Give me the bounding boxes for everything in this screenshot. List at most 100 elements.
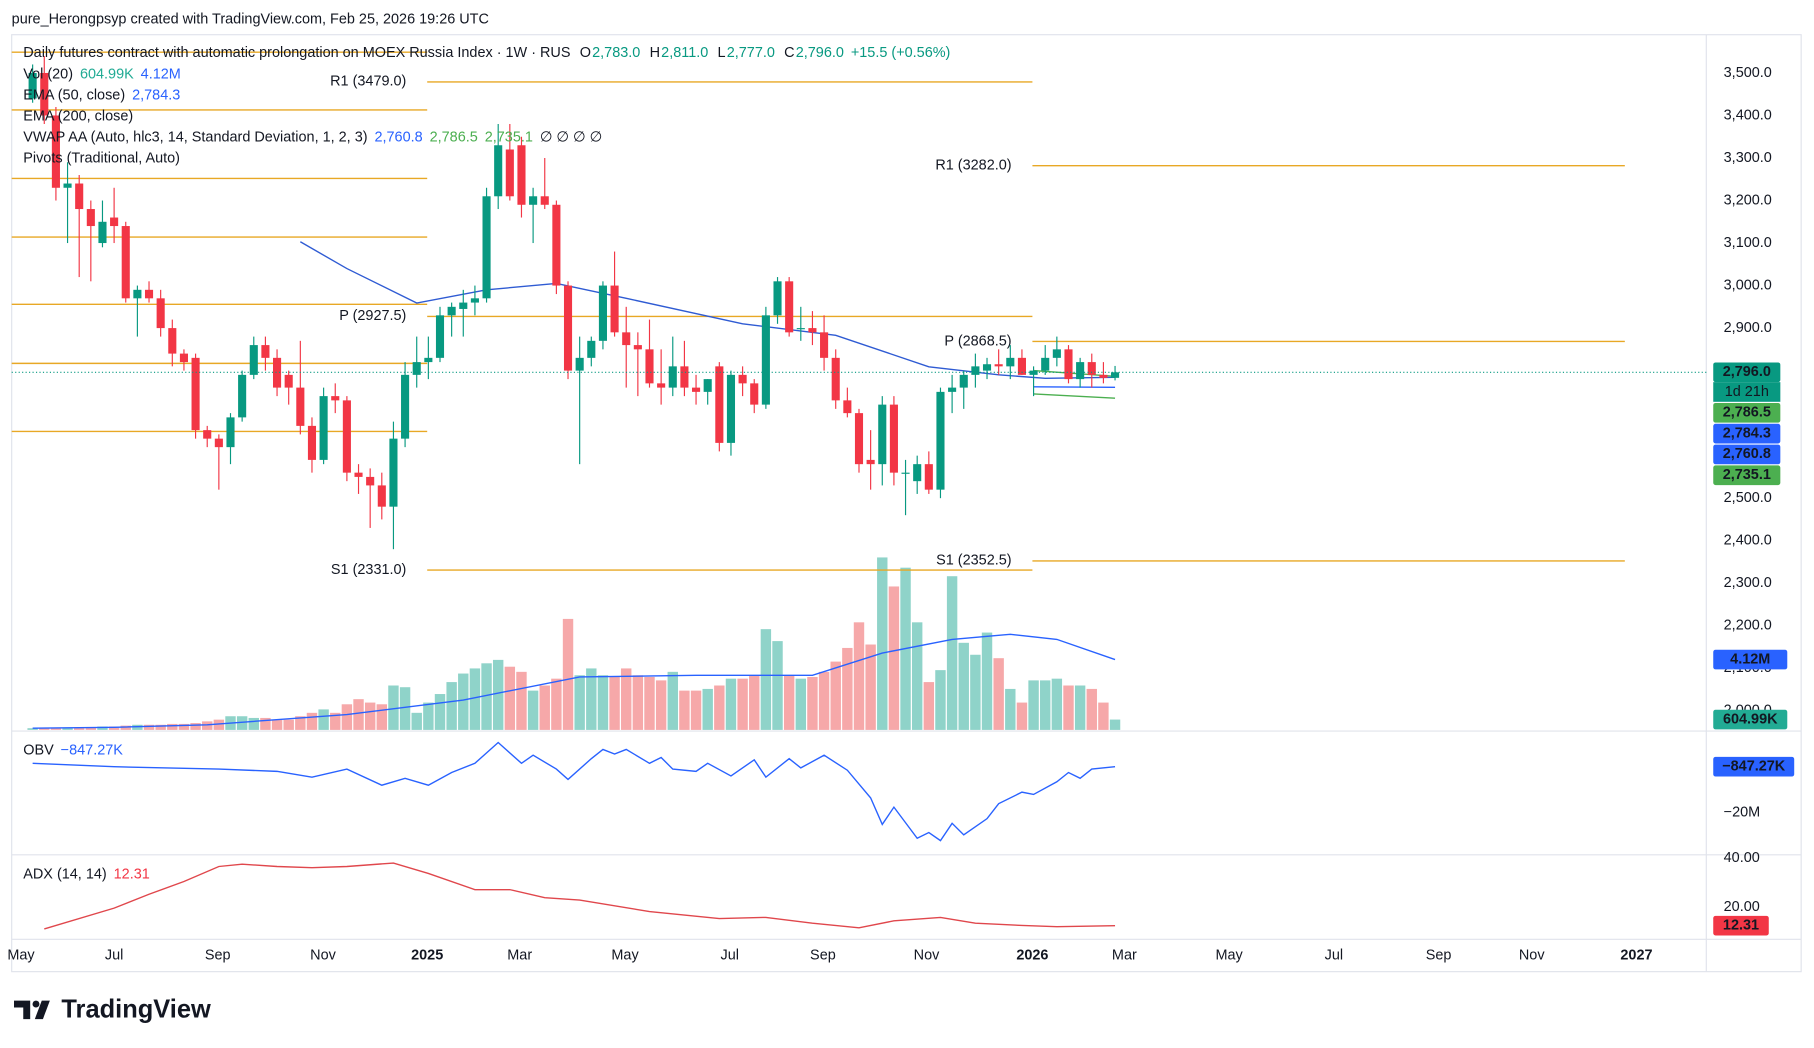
volume-bar (539, 685, 550, 730)
candle-body (75, 183, 84, 210)
x-tick-label: 2025 (411, 947, 443, 963)
candle-body (156, 298, 165, 329)
pivot-label: R1 (3479.0) (330, 74, 406, 90)
pane-value: 12.31 (114, 866, 150, 882)
candle-body (598, 285, 607, 341)
candle-body (948, 387, 957, 392)
volume-bar (399, 687, 411, 730)
candle-body (98, 221, 107, 244)
candle-body (144, 289, 154, 299)
volume-bar (155, 724, 166, 730)
volume-bar (923, 682, 935, 730)
legend-key: H (650, 45, 660, 61)
volume-bar (248, 717, 259, 730)
legend-value: 2,760.8 (374, 129, 422, 145)
candle-body (796, 328, 805, 330)
volume-bar (306, 712, 318, 730)
volume-bar (714, 685, 725, 730)
volume-bar (993, 658, 1004, 730)
price-marker (1713, 362, 1781, 383)
candle-body (1064, 349, 1073, 380)
volume-bar (73, 727, 85, 730)
volume-bar (690, 690, 702, 730)
volume-bar (597, 675, 609, 730)
volume-bar (679, 690, 690, 730)
volume-bar (865, 644, 876, 730)
candle-body (389, 438, 398, 507)
candle-body (924, 464, 933, 490)
volume-bar (609, 676, 620, 730)
volume-bar (632, 675, 644, 730)
pane-legend: OBV −847.27K (23, 743, 123, 759)
candle-body (86, 209, 95, 227)
candle-body (994, 364, 1003, 367)
volume-bar (353, 699, 364, 730)
x-tick-label: May (611, 947, 639, 963)
volume-bar (330, 712, 341, 730)
price-marker-label: 2,796.0 (1723, 364, 1771, 380)
volume-bar (877, 557, 888, 730)
price-marker-label: 2,784.3 (1723, 425, 1771, 441)
volume-bar (516, 671, 527, 730)
y-tick-label: −20M (1724, 805, 1761, 821)
tradingview-logo: TradingView (14, 996, 211, 1024)
volume-bar (1016, 702, 1028, 730)
candle-body (261, 345, 270, 358)
volume-bar (981, 632, 993, 730)
pivot-label: S1 (2352.5) (936, 553, 1011, 569)
volume-bar (39, 728, 50, 730)
price-marker-label: 12.31 (1723, 917, 1759, 933)
volume-bar (1098, 702, 1109, 730)
price-marker (1713, 915, 1769, 936)
volume-bar (27, 728, 38, 730)
candle-body (563, 285, 573, 371)
x-tick-label: 2027 (1620, 947, 1652, 963)
candle-body (843, 400, 852, 414)
legend-value: 2,784.3 (132, 87, 180, 103)
y-tick-label: 3,400.0 (1724, 107, 1772, 123)
x-tick-label: Mar (507, 947, 532, 963)
volume-bar (1063, 685, 1074, 730)
x-tick-label: Sep (810, 947, 836, 963)
price-marker (1713, 402, 1781, 423)
y-tick-label: 20.00 (1724, 899, 1760, 915)
legend-name: EMA (50, close) (23, 87, 125, 103)
candle-body (284, 374, 293, 388)
legend-key: C (784, 45, 794, 61)
volume-bar (970, 654, 981, 730)
volume-bar (562, 618, 574, 730)
indicator-line (299, 241, 1116, 379)
volume-bar (946, 576, 958, 730)
volume-bar (621, 668, 632, 730)
candle-body (249, 345, 258, 375)
legend-row: EMA (50, close) 2,784.3 (23, 87, 180, 103)
candle-body (435, 315, 445, 358)
x-tick-label: Jul (1325, 947, 1343, 963)
candle-body (494, 145, 503, 197)
volume-bar (318, 709, 329, 730)
volume-bar (586, 668, 597, 730)
price-marker (1713, 444, 1781, 465)
legend-name: Daily futures contract with automatic pr… (23, 45, 570, 61)
volume-bar (667, 671, 678, 730)
y-tick-label: 3,200.0 (1724, 192, 1772, 208)
candle-body (692, 387, 701, 392)
volume-bar (469, 668, 481, 730)
x-tick-label: Sep (205, 947, 231, 963)
candle-body (366, 476, 375, 486)
volume-bar (423, 702, 434, 730)
volume-bar (783, 675, 795, 730)
candle-body (1041, 357, 1050, 371)
volume-bar (1040, 680, 1051, 730)
volume-bar (143, 724, 155, 730)
volume-bar (830, 661, 841, 730)
candle-body (668, 366, 677, 388)
candle-body (401, 374, 410, 439)
legend-name: Pivots (Traditional, Auto) (23, 150, 180, 166)
candle-body (28, 72, 37, 99)
footer-brand: TradingView (61, 996, 211, 1024)
candle-body (273, 357, 282, 388)
